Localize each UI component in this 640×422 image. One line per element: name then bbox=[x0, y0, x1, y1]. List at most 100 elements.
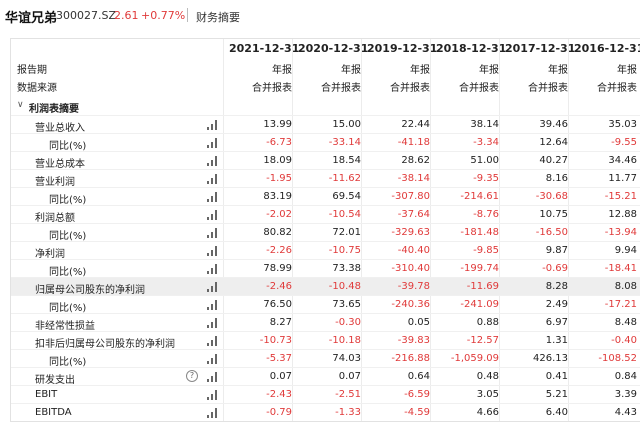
value-cell: 72.01 bbox=[332, 227, 361, 238]
value-cell: 0.48 bbox=[476, 371, 499, 382]
value-cell: 9.87 bbox=[545, 245, 568, 256]
column-divider bbox=[430, 39, 431, 421]
bar-chart-icon[interactable] bbox=[207, 336, 217, 346]
row-label: EBIT bbox=[35, 389, 58, 400]
table-row[interactable]: 同比(%) 76.50 73.65 -240.36 -241.09 2.49 -17.21 bbox=[11, 295, 640, 314]
value-cell: -240.36 bbox=[391, 299, 430, 310]
value-cell: 0.07 bbox=[338, 371, 361, 382]
table-row[interactable]: 同比(%) -5.37 74.03 -216.88 -1,059.09 426.13 -10… bbox=[11, 349, 640, 368]
bar-chart-icon[interactable] bbox=[207, 192, 217, 202]
value-cell: -40.40 bbox=[397, 245, 430, 256]
value-cell: -12.57 bbox=[466, 335, 499, 346]
income-statement-section[interactable]: ∨ 利润表摘要 bbox=[11, 97, 640, 115]
value-cell: -17.21 bbox=[604, 299, 637, 310]
bar-chart-icon[interactable] bbox=[207, 318, 217, 328]
bar-chart-icon[interactable] bbox=[207, 300, 217, 310]
stock-code: 300027.SZ bbox=[56, 9, 117, 22]
value-cell: -11.62 bbox=[328, 173, 361, 184]
table-row[interactable]: 净利润 -2.26 -10.75 -40.40 -9.85 9.87 9.94 bbox=[11, 241, 640, 260]
data-source-label: 数据来源 bbox=[17, 83, 57, 94]
table-row[interactable]: 营业总收入 13.99 15.00 22.44 38.14 39.46 35.03 bbox=[11, 115, 640, 134]
table-row[interactable]: 研发支出? 0.07 0.07 0.64 0.48 0.41 0.84 bbox=[11, 367, 640, 386]
table-row[interactable]: 同比(%) 83.19 69.54 -307.80 -214.61 -30.68 -15.2… bbox=[11, 187, 640, 206]
value-cell: 426.13 bbox=[533, 353, 568, 364]
value-cell: 0.88 bbox=[476, 317, 499, 328]
report-period-row: 报告期 年报 年报 年报 年报 年报 年报 bbox=[11, 59, 640, 76]
table-row[interactable]: EBIT -2.43 -2.51 -6.59 3.05 5.21 3.39 bbox=[11, 385, 640, 403]
column-report-type: 年报 bbox=[410, 65, 430, 76]
table-row[interactable]: 同比(%) -6.73 -33.14 -41.18 -3.34 12.64 -9.55 bbox=[11, 133, 640, 152]
table-row[interactable]: 归属母公司股东的净利润 -2.46 -10.48 -39.78 -11.69 8.28 8.… bbox=[11, 277, 640, 296]
value-cell: -18.41 bbox=[604, 263, 637, 274]
date-header-row: 2021-12-31 2020-12-31 2019-12-31 2018-12-31… bbox=[11, 41, 640, 57]
value-cell: 8.28 bbox=[545, 281, 568, 292]
bar-chart-icon[interactable] bbox=[207, 210, 217, 220]
bar-chart-icon[interactable] bbox=[207, 228, 217, 238]
row-label: EBITDA bbox=[35, 407, 72, 418]
table-row[interactable]: 同比(%) 80.82 72.01 -329.63 -181.48 -16.50 -13.9… bbox=[11, 223, 640, 242]
section-title[interactable]: 财务摘要 bbox=[196, 11, 240, 24]
value-cell: 4.66 bbox=[476, 407, 499, 418]
table-row[interactable]: 利润总额 -2.02 -10.54 -37.64 -8.76 10.75 12.88 bbox=[11, 205, 640, 224]
bar-chart-icon[interactable] bbox=[207, 390, 217, 400]
row-label: 营业总成本 bbox=[35, 159, 85, 170]
stock-name: 华谊兄弟 bbox=[5, 11, 58, 26]
bar-chart-icon[interactable] bbox=[207, 372, 217, 382]
row-label: 同比(%) bbox=[49, 231, 87, 242]
header-divider bbox=[187, 8, 188, 22]
column-report-type: 年报 bbox=[479, 65, 499, 76]
column-divider bbox=[223, 39, 224, 421]
table-row[interactable]: 营业总成本 18.09 18.54 28.62 51.00 40.27 34.46 bbox=[11, 151, 640, 170]
value-cell: 76.50 bbox=[263, 299, 292, 310]
row-label: 同比(%) bbox=[49, 357, 87, 368]
value-cell: -4.59 bbox=[404, 407, 430, 418]
bar-chart-icon[interactable] bbox=[207, 120, 217, 130]
value-cell: -108.52 bbox=[598, 353, 637, 364]
value-cell: -13.94 bbox=[604, 227, 637, 238]
bar-chart-icon[interactable] bbox=[207, 354, 217, 364]
value-cell: 83.19 bbox=[263, 191, 292, 202]
column-date: 2020-12-31 bbox=[298, 42, 369, 55]
column-data-source: 合并报表 bbox=[528, 83, 568, 94]
value-cell: -310.40 bbox=[391, 263, 430, 274]
value-cell: 9.94 bbox=[614, 245, 637, 256]
value-cell: 18.09 bbox=[263, 155, 292, 166]
bar-chart-icon[interactable] bbox=[207, 246, 217, 256]
column-report-type: 年报 bbox=[548, 65, 568, 76]
column-divider bbox=[568, 39, 569, 421]
data-source-row: 数据来源 合并报表 合并报表 合并报表 合并报表 合并报表 合并报表 bbox=[11, 77, 640, 94]
table-row[interactable]: 营业利润 -1.95 -11.62 -38.14 -9.35 8.16 11.77 bbox=[11, 169, 640, 188]
value-cell: -39.78 bbox=[397, 281, 430, 292]
row-label: 扣非后归属母公司股东的净利润 bbox=[35, 339, 175, 350]
help-icon[interactable]: ? bbox=[186, 370, 198, 382]
value-cell: -10.54 bbox=[328, 209, 361, 220]
value-cell: -9.35 bbox=[473, 173, 499, 184]
value-cell: -3.34 bbox=[473, 137, 499, 148]
value-cell: -2.26 bbox=[266, 245, 292, 256]
value-cell: -38.14 bbox=[397, 173, 430, 184]
bar-chart-icon[interactable] bbox=[207, 282, 217, 292]
column-data-source: 合并报表 bbox=[252, 83, 292, 94]
value-cell: -10.73 bbox=[259, 335, 292, 346]
value-cell: -6.73 bbox=[266, 137, 292, 148]
value-cell: 5.21 bbox=[545, 389, 568, 400]
value-cell: -5.37 bbox=[266, 353, 292, 364]
bar-chart-icon[interactable] bbox=[207, 174, 217, 184]
column-report-type: 年报 bbox=[272, 65, 292, 76]
value-cell: -11.69 bbox=[466, 281, 499, 292]
bar-chart-icon[interactable] bbox=[207, 138, 217, 148]
chevron-down-icon[interactable]: ∨ bbox=[17, 100, 24, 110]
value-cell: -1.95 bbox=[266, 173, 292, 184]
value-cell: 39.46 bbox=[539, 119, 568, 130]
table-row[interactable]: EBITDA -0.79 -1.33 -4.59 4.66 6.40 4.43 bbox=[11, 403, 640, 421]
bar-chart-icon[interactable] bbox=[207, 264, 217, 274]
table-row[interactable]: 非经常性损益 8.27 -0.30 0.05 0.88 6.97 8.48 bbox=[11, 313, 640, 332]
column-date: 2017-12-31 bbox=[505, 42, 576, 55]
value-cell: -0.40 bbox=[611, 335, 637, 346]
table-row[interactable]: 扣非后归属母公司股东的净利润 -10.73 -10.18 -39.83 -12.57 1.… bbox=[11, 331, 640, 350]
value-cell: -1,059.09 bbox=[450, 353, 499, 364]
table-row[interactable]: 同比(%) 78.99 73.38 -310.40 -199.74 -0.69 -18.41 bbox=[11, 259, 640, 278]
bar-chart-icon[interactable] bbox=[207, 156, 217, 166]
bar-chart-icon[interactable] bbox=[207, 408, 217, 418]
column-divider bbox=[361, 39, 362, 421]
